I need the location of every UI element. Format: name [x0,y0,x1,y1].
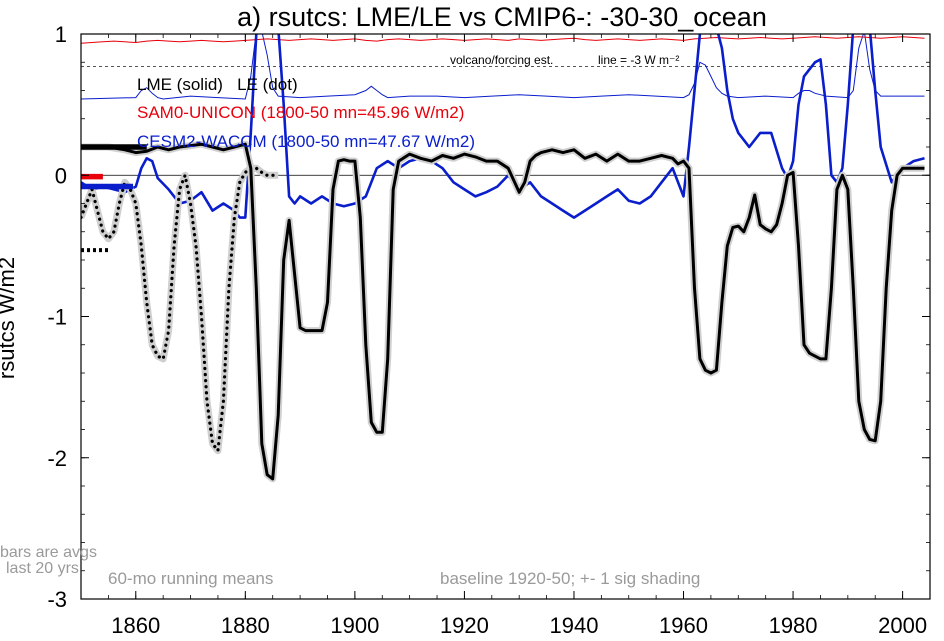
chart-title: a) rsutcs: LME/LE vs CMIP6-: -30-30_ocea… [237,2,767,32]
x-tick-label: 2000 [878,613,927,638]
series-lme-solid [81,142,925,481]
x-tick-label: 1860 [111,613,160,638]
x-tick-label: 1920 [440,613,489,638]
bars-note-1: bars are avgs [0,544,97,561]
legend: LME (solid) LE (dot) SAM0-UNICON (1800-5… [137,75,475,151]
legend-sam0-unicon: SAM0-UNICON (1800-50 mn=45.96 W/m2) [137,103,464,122]
y-tick-label: -1 [47,305,67,330]
series-le-dot-shading [81,164,279,455]
x-tick-label: 1960 [659,613,708,638]
bars-note-2: last 20 yrs [6,560,79,577]
x-tick-label: 1880 [221,613,270,638]
x-tick-label: 1940 [549,613,598,638]
series-le-dot [81,166,280,455]
reference-line-label-left: volcano/forcing est. [450,53,553,67]
y-tick-label: 0 [55,163,67,188]
y-tick-label: -3 [47,587,67,612]
legend-lme: LME (solid) LE (dot) [137,75,298,94]
series-sam0-unicon [81,36,925,44]
y-tick-label: 1 [55,22,67,47]
x-tick-label: 1900 [330,613,379,638]
running-mean-note: 60-mo running means [108,569,273,588]
y-axis-label: rsutcs W/m2 [0,257,19,379]
legend-cesm2-waccm: CESM2-WACCM (1800-50 mn=47.67 W/m2) [137,132,475,151]
series-volcano-forcing-est [81,34,925,100]
x-tick-label: 1980 [769,613,818,638]
y-tick-label: -2 [47,446,67,471]
series-group [81,34,925,483]
plot-area: 1 0 -1 -2 -3 1860 1880 1900 1920 1940 1960 1980 2000 [47,22,931,638]
baseline-note: baseline 1920-50; +- 1 sig shading [440,569,700,588]
reference-line-label-right: line = -3 W m⁻² [598,53,679,67]
